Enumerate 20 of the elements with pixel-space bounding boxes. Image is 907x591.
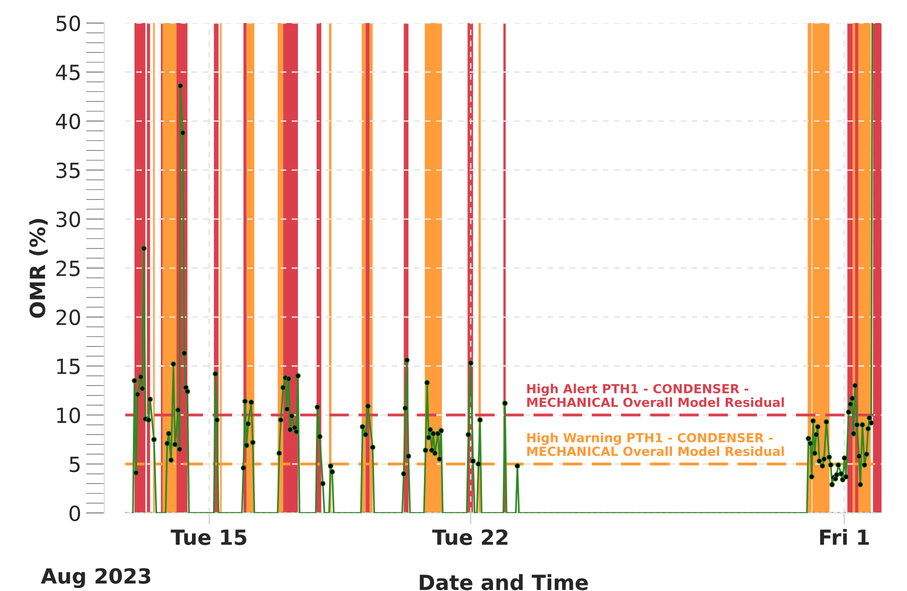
y-tick-label: 20 bbox=[56, 309, 80, 326]
x-tick-label: Tue 22 bbox=[432, 529, 508, 546]
text: Aug 2023 bbox=[40, 568, 150, 588]
y-tick-label: 50 bbox=[56, 16, 80, 32]
y-tick-label: 35 bbox=[56, 162, 80, 178]
x-tick-label: Fri 1 bbox=[820, 528, 869, 545]
line-series bbox=[132, 23, 874, 513]
y-axis-title: OMR (%) bbox=[29, 218, 48, 318]
ref-line-label: High Alert PTH1 - CONDENSER - MECHANICAL Overall Model Residual bbox=[527, 384, 784, 408]
x-tick-label: Tue 15 bbox=[170, 530, 246, 546]
y-tick-label: 45 bbox=[56, 64, 80, 80]
y-tick-label: 25 bbox=[56, 260, 80, 276]
y-tick-label: 10 bbox=[57, 407, 80, 424]
y-tick-label: 30 bbox=[56, 211, 80, 228]
x-axis-title: Date and Time bbox=[420, 574, 588, 590]
ref-line-label: High Warning PTH1 - CONDENSER - MECHANICAL Overall Model Residual bbox=[527, 432, 784, 456]
y-tick-label: 40 bbox=[56, 113, 80, 130]
y-tick-label: 5 bbox=[70, 456, 80, 472]
y-tick-label: 15 bbox=[57, 358, 80, 374]
y-tick-label: 0 bbox=[70, 505, 80, 522]
